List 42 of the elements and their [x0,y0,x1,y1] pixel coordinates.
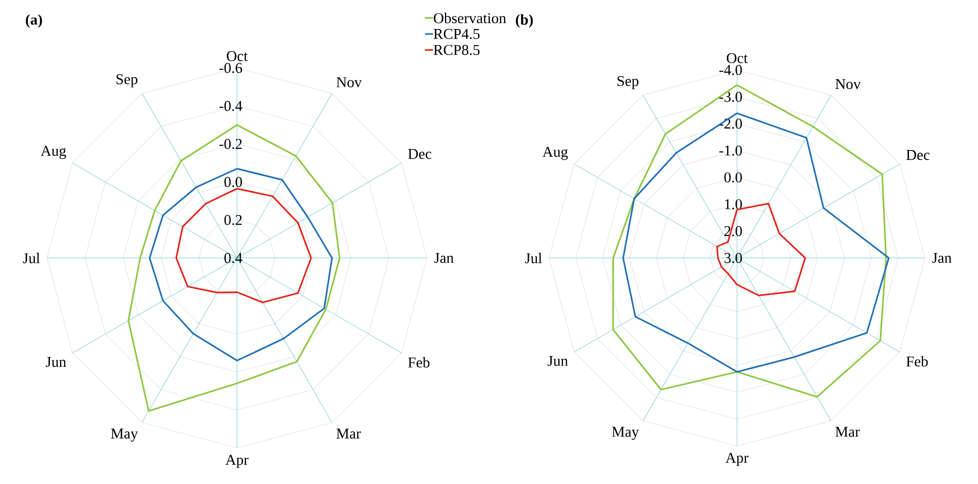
spoke-label: Feb [906,356,928,367]
y-tick-label: -0.4 [219,100,242,112]
spoke-label: Sep [116,74,138,88]
spoke-label: Jan [932,253,952,263]
chart-title: (a) [26,14,42,28]
y-tick-label: 0.4 [224,252,242,264]
y-tick-label: 1.0 [725,199,742,210]
spoke-label: Sep [618,76,638,90]
y-tick-label: -3.0 [719,92,742,102]
legend-label: RCP8.5 [434,44,480,56]
spoke-label: Apr [226,454,248,468]
spoke-label: Mar [835,426,860,437]
spoke-label: Nov [835,79,861,90]
spoke-label: Jun [46,357,66,367]
spoke-label: Aug [542,146,568,160]
spoke-label: May [111,428,138,442]
spoke-label: Apr [726,452,748,466]
spoke-label: Feb [408,357,430,368]
y-tick-label: 0.2 [224,214,242,226]
spoke-label: Oct [226,51,248,62]
spoke-label: Mar [336,428,361,439]
legend-label: Observation [434,12,506,24]
chart-title: (b) [516,14,533,28]
y-tick-label: 0.0 [724,172,742,182]
legend-label: RCP4.5 [434,28,480,40]
y-tick-label: -4.0 [719,64,742,76]
spoke-label: Aug [40,146,66,159]
spoke-label: Dec [408,149,432,159]
y-tick-label: -0.6 [219,62,242,74]
y-tick-label: -1.0 [719,145,742,156]
spoke-label: May [612,426,639,440]
y-tick-label: -2.0 [719,118,742,129]
spoke-label: Jul [525,252,542,264]
spoke-label: Jul [22,252,40,264]
spoke-label: Dec [906,150,930,160]
spoke-label: Oct [726,53,748,64]
y-tick-label: 0.0 [224,176,242,188]
y-tick-label: -0.2 [219,138,242,150]
spoke-label: Nov [336,77,362,88]
y-tick-label: 3.0 [724,252,742,264]
spoke-label: Jun [548,356,568,366]
spoke-label: Jan [434,253,454,263]
